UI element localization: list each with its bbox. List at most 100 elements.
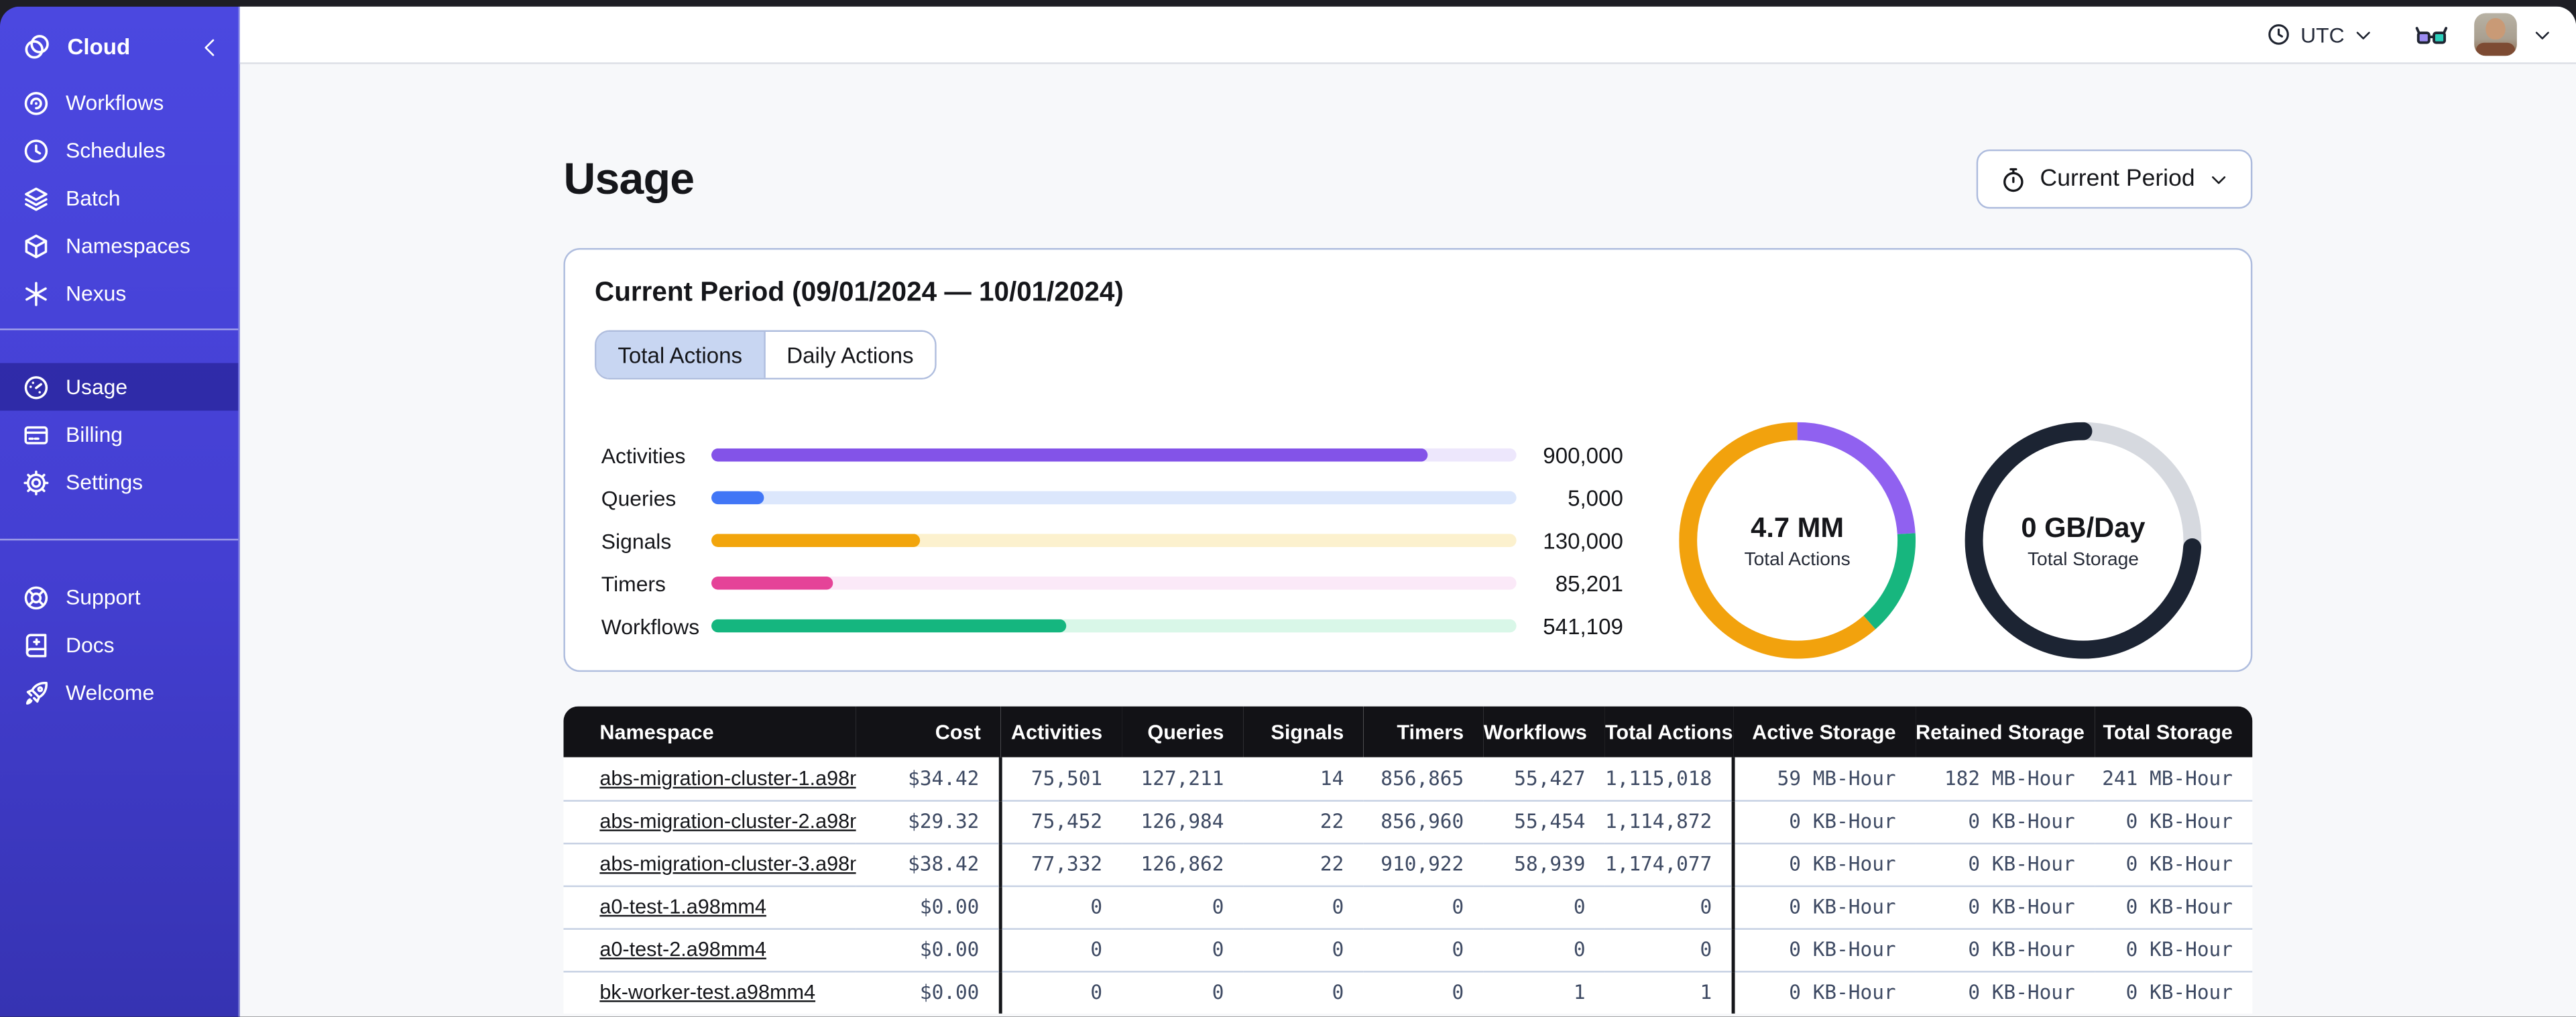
cell-active_storage: 0 KB-Hour <box>1731 841 1916 886</box>
actions-tabs: Total Actions Daily Actions <box>595 330 937 380</box>
sidebar-item-nexus[interactable]: Nexus <box>0 270 238 317</box>
cell-timers: 0 <box>1363 927 1484 971</box>
sidebar-item-label: Schedules <box>66 137 166 163</box>
billing-icon <box>21 420 51 449</box>
sidebar-item-batch[interactable]: Batch <box>0 174 238 222</box>
sidebar-collapse-button[interactable] <box>198 36 221 58</box>
cell-total_actions: 1,115,018 <box>1604 766 1712 790</box>
sidebar-item-welcome[interactable]: Welcome <box>0 668 238 716</box>
bar-row-queries: Queries 5,000 <box>595 477 1623 520</box>
namespace-usage-table: Namespace Cost Activities Queries Signals Tim… <box>563 706 2253 1016</box>
column-header-signals: Signals <box>1243 706 1364 758</box>
cell-cost: $0.00 <box>856 884 1001 929</box>
temporal-logo-icon <box>21 32 53 63</box>
total-storage-donut-chart: 0 GB/Day Total Storage <box>1965 422 2202 659</box>
cell-queries: 126,862 <box>1122 841 1244 886</box>
cell-cost: $29.32 <box>856 799 1001 843</box>
sidebar-divider <box>0 328 239 331</box>
timezone-label: UTC <box>2300 22 2345 47</box>
cell-total_storage: 0 KB-Hour <box>2095 884 2253 929</box>
sidebar-item-usage[interactable]: Usage <box>0 363 239 411</box>
cell-workflows: 58,939 <box>1483 841 1605 886</box>
period-selector-button[interactable]: Current Period <box>1975 149 2253 209</box>
sidebar-item-label: Billing <box>66 422 123 447</box>
bar-row-timers: Timers 85,201 <box>595 562 1623 605</box>
column-header-total_actions: Total Actions <box>1604 706 1734 758</box>
sidebar-item-schedules[interactable]: Schedules <box>0 127 238 174</box>
docs-icon <box>21 630 51 660</box>
actions-bar-chart: Activities 900,000 Queries 5,000 Signals 130,… <box>595 434 1623 648</box>
bar-fill <box>711 577 833 590</box>
namespace-link[interactable]: abs-migration-cluster-3.a98mm4 <box>599 852 856 876</box>
cell-signals: 0 <box>1243 884 1364 929</box>
cell-total_storage: 0 KB-Hour <box>2095 799 2253 843</box>
user-menu-chevron-down-icon[interactable] <box>2532 24 2553 46</box>
sidebar-item-workflows[interactable]: Workflows <box>0 79 238 127</box>
cell-retained_storage: 182 MB-Hour <box>1944 766 2075 790</box>
bar-label: Activities <box>601 442 686 468</box>
cell-timers: 0 <box>1363 969 1484 1014</box>
cell-active_storage: 0 KB-Hour <box>1731 884 1916 929</box>
namespace-link[interactable]: abs-migration-cluster-1.a98mm4 <box>599 766 856 790</box>
cell-activities: 0 <box>998 969 1122 1014</box>
schedules-icon <box>21 135 51 165</box>
sidebar-section-account: Usage Billing Settings <box>0 363 239 506</box>
glasses-icon[interactable] <box>2413 19 2449 50</box>
sidebar-item-namespaces[interactable]: Namespaces <box>0 222 238 270</box>
cell-retained_storage: 0 KB-Hour <box>1916 969 2095 1014</box>
cell-cost: $0.00 <box>856 927 1001 971</box>
cell-workflows: 1 <box>1483 969 1605 1014</box>
donut-value: 0 GB/Day <box>2021 512 2146 543</box>
sidebar: Cloud Workflows Schedules Batch Namespaces N… <box>0 6 240 1017</box>
bar-label: Queries <box>601 485 677 510</box>
bar-fill <box>711 491 764 505</box>
tab-total-actions[interactable]: Total Actions <box>596 331 766 378</box>
cell-activities: 0 <box>998 884 1122 929</box>
sidebar-item-label: Docs <box>66 632 115 658</box>
cell-total_storage: 241 MB-Hour <box>2102 766 2233 790</box>
cell-total_actions: 1,174,077 <box>1604 841 1734 886</box>
namespaces-icon <box>21 231 51 260</box>
donut-label: Total Storage <box>2027 549 2139 570</box>
timezone-selector[interactable]: UTC <box>2266 21 2374 48</box>
bar-value: 541,109 <box>1543 613 1623 638</box>
column-header-retained_storage: Retained Storage <box>1916 706 2095 758</box>
tab-daily-actions[interactable]: Daily Actions <box>765 331 935 378</box>
column-header-active_storage: Active Storage <box>1733 706 1916 758</box>
sidebar-item-settings[interactable]: Settings <box>0 459 238 506</box>
sidebar-item-label: Nexus <box>66 281 127 306</box>
avatar[interactable] <box>2474 13 2517 56</box>
bar-value: 85,201 <box>1555 571 1623 596</box>
cell-queries: 126,984 <box>1122 799 1244 843</box>
bar-value: 5,000 <box>1568 485 1623 510</box>
sidebar-item-billing[interactable]: Billing <box>0 411 238 459</box>
sidebar-item-docs[interactable]: Docs <box>0 621 238 668</box>
main-area: UTC Usage Current Period <box>239 6 2576 1017</box>
nexus-icon <box>21 278 51 308</box>
sidebar-item-support[interactable]: Support <box>0 573 238 621</box>
welcome-icon <box>21 678 51 707</box>
sidebar-section-help: Support Docs Welcome <box>0 573 238 716</box>
table-row: bk-worker-test.a98mm4 $0.00 0 0 0 0 1 1 0 KB-Hou… <box>563 969 2253 1014</box>
namespace-link[interactable]: abs-migration-cluster-2.a98mm4 <box>599 809 856 833</box>
bar-fill <box>711 619 1066 633</box>
cell-signals: 22 <box>1243 799 1364 843</box>
cell-total_actions: 1,114,872 <box>1604 799 1734 843</box>
namespace-link[interactable]: a0-test-1.a98mm4 <box>599 895 766 918</box>
total-actions-donut-chart: 4.7 MM Total Actions <box>1679 422 1916 659</box>
column-header-activities: Activities <box>1000 706 1122 758</box>
bar-track <box>711 534 1517 547</box>
cell-workflows: 0 <box>1483 927 1605 971</box>
column-header-cost: Cost <box>856 706 1001 758</box>
bar-row-signals: Signals 130,000 <box>595 519 1623 562</box>
sidebar-item-label: Namespaces <box>66 233 190 258</box>
bar-label: Workflows <box>601 613 700 638</box>
namespace-link[interactable]: bk-worker-test.a98mm4 <box>599 981 816 1004</box>
column-header-total_storage: Total Storage <box>2095 706 2253 758</box>
namespace-link[interactable]: a0-test-2.a98mm4 <box>599 938 766 961</box>
cell-signals: 22 <box>1243 841 1364 886</box>
cell-queries: 0 <box>1122 927 1244 971</box>
table-row: a0-test-2.a98mm4 $0.00 0 0 0 0 0 0 0 KB-Hour 0 KB… <box>563 927 2253 971</box>
bar-value: 130,000 <box>1543 528 1623 553</box>
table-row: a0-test-1.a98mm4 $0.00 0 0 0 0 0 0 0 KB-Hour 0 KB… <box>563 884 2253 929</box>
